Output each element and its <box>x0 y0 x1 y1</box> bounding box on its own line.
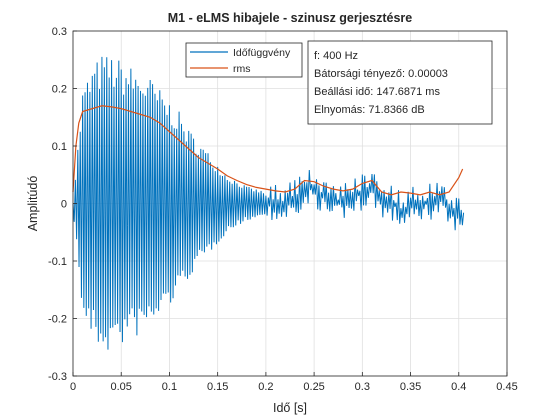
y-tick-label: 0.3 <box>52 26 67 38</box>
x-tick-label: 0.15 <box>207 381 228 393</box>
x-tick-label: 0.05 <box>111 381 132 393</box>
series-rms-line <box>72 105 464 196</box>
y-tick-label: 0 <box>61 199 67 211</box>
info-settling-time: Beállási idő: 147.6871 ms <box>314 86 440 98</box>
chart-title: M1 - eLMS hibajele - szinusz gerjesztésr… <box>168 11 413 25</box>
info-frequency: f: 400 Hz <box>314 50 358 62</box>
y-tick-label: -0.2 <box>48 314 67 326</box>
x-tick-label: 0.1 <box>162 381 177 393</box>
y-tick-label: -0.3 <box>48 371 67 383</box>
y-tick-label: 0.1 <box>52 141 67 153</box>
legend-label-rms: rms <box>233 63 251 75</box>
x-tick-label: 0.4 <box>451 381 466 393</box>
data-layer <box>72 56 465 350</box>
series-idofuggveny-line <box>72 56 465 350</box>
y-tick-label: 0.2 <box>52 84 67 96</box>
axis-ticks: 0 0.05 0.1 0.15 0.2 0.25 0.3 0.35 0.4 0.45 0.3 0.2 0… <box>48 26 518 393</box>
legend-label-idofuggveny: Időfüggvény <box>233 47 291 59</box>
x-tick-label: 0.3 <box>355 381 370 393</box>
y-tick-label: -0.1 <box>48 256 67 268</box>
x-tick-label: 0.2 <box>258 381 273 393</box>
legend: Időfüggvény rms <box>185 42 303 78</box>
x-tick-label: 0.25 <box>303 381 324 393</box>
legend-box <box>185 42 303 78</box>
info-box-frame <box>307 40 493 125</box>
info-suppression: Elnyomás: 71.8366 dB <box>314 104 425 116</box>
x-tick-label: 0.45 <box>496 381 517 393</box>
x-axis-label: Idő [s] <box>273 401 307 415</box>
y-axis-label: Amplitúdó <box>26 176 40 232</box>
info-box: f: 400 Hz Bátorsági tényező: 0.00003 Beá… <box>307 40 493 125</box>
info-boldness-factor: Bátorsági tényező: 0.00003 <box>314 68 448 80</box>
x-tick-label: 0 <box>70 381 76 393</box>
x-tick-label: 0.35 <box>400 381 421 393</box>
